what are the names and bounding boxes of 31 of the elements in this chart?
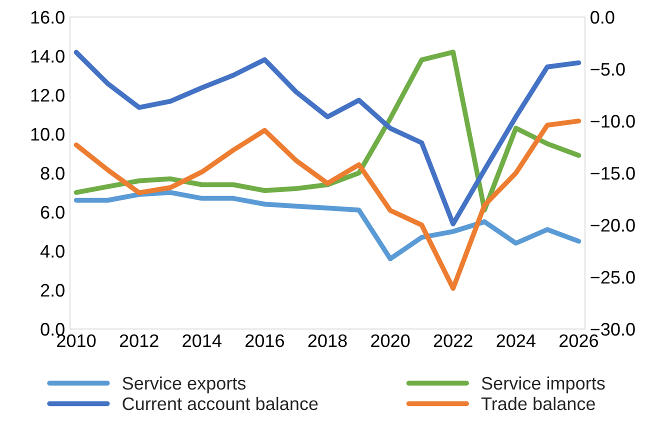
x-tick-label: 2020 (371, 334, 410, 348)
y2-tick-label: 0.0 (590, 10, 614, 24)
x-tick-label: 2026 (560, 334, 598, 348)
legend-label: Current account balance (122, 396, 318, 410)
y2-tick-label: −15.0 (590, 166, 635, 180)
x-tick-label: 2024 (496, 334, 536, 348)
x-tick-label: 2018 (308, 334, 347, 348)
y-tick-label: 0.0 (40, 322, 64, 336)
legend-label: Service exports (122, 376, 246, 394)
line-series (74, 118, 582, 291)
legend-label: Trade balance (481, 396, 595, 410)
x-tick-label: 2010 (57, 334, 96, 348)
y-tick-label: 4.0 (40, 244, 64, 258)
y-tick-label: 12.0 (31, 88, 64, 102)
x-tick-label: 2012 (120, 334, 158, 348)
x-tick-label: 2022 (434, 334, 472, 348)
y-tick-label: 14.0 (31, 50, 64, 63)
line-series (74, 190, 582, 262)
y2-tick-label: −25.0 (590, 270, 635, 284)
y2-tick-label: −20.0 (590, 218, 635, 232)
y2-tick-label: −5.0 (590, 62, 625, 76)
y-tick-label: 6.0 (40, 206, 64, 219)
y-tick-label: 2.0 (40, 284, 64, 297)
y-tick-label: 16.0 (31, 10, 64, 24)
y-tick-label: 8.0 (40, 166, 64, 180)
y2-tick-label: −30.0 (590, 322, 635, 336)
legend-label: Service imports (482, 376, 605, 394)
x-tick-label: 2016 (246, 334, 284, 348)
y-tick-label: 10.0 (31, 128, 64, 141)
y2-tick-label: −10.0 (590, 114, 635, 128)
x-tick-label: 2014 (182, 334, 222, 348)
